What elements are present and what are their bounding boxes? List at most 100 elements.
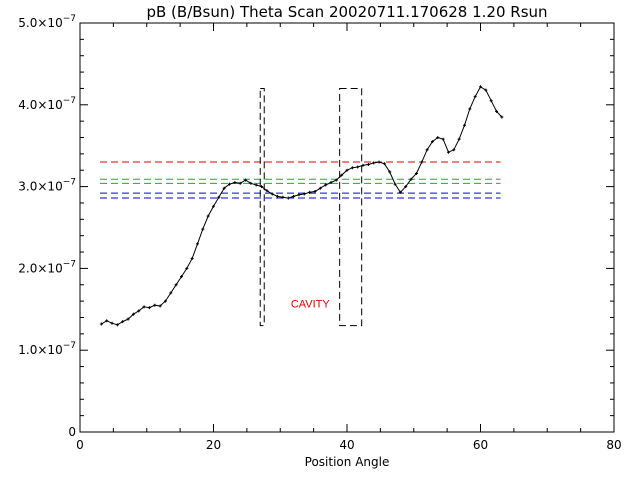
data-point [142, 305, 146, 309]
data-point [430, 140, 434, 144]
data-point [425, 148, 429, 152]
data-point [350, 166, 354, 170]
series-group [99, 85, 504, 327]
data-point [489, 99, 493, 103]
plot-frame [79, 22, 615, 433]
data-point [324, 183, 328, 187]
data-point [479, 85, 482, 89]
data-point [238, 181, 242, 185]
y-tick-label: 4.0×10−7 [18, 96, 76, 112]
data-point [414, 172, 418, 176]
data-point [356, 165, 360, 169]
data-point [281, 195, 285, 199]
data-point [190, 257, 194, 261]
data-point [361, 163, 365, 167]
data-point [334, 178, 338, 182]
data-point [388, 170, 392, 174]
y-tick-label: 1.0×10−7 [18, 341, 76, 357]
data-point [195, 242, 199, 246]
cavity-box [259, 87, 265, 327]
data-point [99, 322, 103, 326]
data-point [131, 312, 135, 316]
data-point [201, 227, 205, 231]
data-point [500, 115, 504, 119]
data-point [292, 194, 296, 198]
y-tick-label: 0 [68, 425, 76, 439]
data-point [404, 185, 408, 189]
data-point [409, 177, 413, 181]
data-point [366, 163, 370, 167]
x-tick-label: 0 [76, 438, 84, 452]
data-point [446, 150, 450, 154]
data-point [105, 319, 109, 323]
x-axis-label: Position Angle [305, 455, 390, 469]
data-point [260, 185, 264, 189]
x-axis-ticks: 0 20 40 60 80 [76, 23, 622, 452]
data-point [169, 291, 173, 295]
data-point [153, 303, 157, 307]
data-point [495, 109, 499, 113]
reference-lines [100, 161, 501, 199]
data-point [147, 306, 151, 310]
data-point [468, 107, 472, 111]
data-point [318, 186, 322, 190]
x-tick-label: 40 [339, 438, 354, 452]
data-point [345, 168, 349, 172]
data-point [457, 137, 461, 141]
x-tick-label: 60 [473, 438, 488, 452]
data-point [398, 190, 402, 194]
annotations: CAVITY [291, 299, 331, 311]
data-point [297, 193, 301, 197]
cavity-box [339, 87, 363, 327]
data-point [222, 186, 226, 190]
data-point [473, 95, 477, 99]
data-point [382, 162, 386, 166]
data-point [313, 190, 317, 194]
data-point [340, 173, 344, 177]
cavity-label: CAVITY [291, 299, 331, 311]
data-point [302, 192, 306, 196]
data-point [249, 181, 253, 185]
y-axis-ticks: 0 1.0×10−7 2.0×10−7 3.0×10−7 4.0×10−7 5.0×10−… [18, 14, 614, 439]
data-point [233, 181, 237, 185]
data-point [286, 196, 290, 200]
data-point [158, 304, 162, 308]
chart-title: pB (B/Bsun) Theta Scan 20020711.170628 1… [146, 3, 547, 21]
data-point [254, 183, 258, 187]
data-point [228, 182, 232, 186]
data-point [185, 266, 189, 270]
x-tick-label: 20 [206, 438, 221, 452]
series-line [101, 86, 503, 326]
data-point [393, 182, 397, 186]
data-point [462, 123, 466, 127]
data-point [217, 195, 221, 199]
data-point [115, 323, 119, 327]
data-point [436, 136, 440, 140]
data-point [110, 321, 114, 325]
data-point [137, 309, 141, 313]
data-point [206, 214, 210, 218]
y-tick-label: 3.0×10−7 [18, 178, 76, 194]
data-point [121, 320, 125, 324]
x-tick-label: 80 [606, 438, 621, 452]
cavity-boxes [259, 87, 363, 327]
data-point [244, 178, 248, 182]
data-point [265, 189, 269, 193]
data-point [212, 204, 215, 208]
data-point [270, 192, 274, 196]
data-point [126, 317, 130, 321]
data-point [276, 194, 280, 198]
data-point [329, 181, 333, 185]
data-point [372, 161, 376, 165]
data-point [377, 160, 381, 164]
y-tick-label: 5.0×10−7 [18, 14, 76, 30]
data-point [452, 148, 456, 152]
data-point [174, 283, 178, 287]
data-point [484, 88, 488, 92]
y-tick-label: 2.0×10−7 [18, 259, 76, 275]
data-point [163, 299, 167, 303]
data-point [420, 160, 424, 164]
data-point [308, 190, 312, 194]
data-point [441, 137, 445, 141]
